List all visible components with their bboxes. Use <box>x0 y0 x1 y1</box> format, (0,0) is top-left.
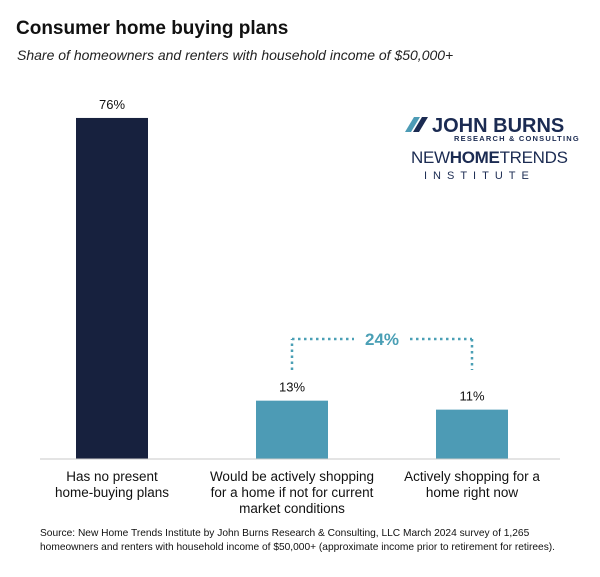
bar-value-label-1: 76% <box>99 97 125 112</box>
john-burns-logo: JOHN BURNS RESEARCH & CONSULTING NEWHOME… <box>405 115 580 182</box>
bracket-annotation: 24% <box>290 330 474 370</box>
category-label-2: Would be actively shopping for a home if … <box>210 469 374 516</box>
logo-institute: INSTITUTE <box>424 170 535 182</box>
logo-trends: TRENDS <box>500 148 568 167</box>
john-burns-mark-icon <box>405 117 428 132</box>
bar-value-label-2: 13% <box>279 380 305 395</box>
bracket-total-label: 24% <box>365 330 399 349</box>
chart-title: Consumer home buying plans <box>16 18 289 39</box>
logo-john-burns-text: JOHN BURNS <box>432 115 564 137</box>
bar-3 <box>436 409 508 459</box>
category-label-3: Actively shopping for a home right now <box>404 469 540 500</box>
logo-new: NEW <box>411 148 450 167</box>
category-label-1: Has no present home-buying plans <box>55 469 169 500</box>
category-labels: Has no present home-buying plans Would be … <box>55 469 540 516</box>
bar-1 <box>76 117 148 459</box>
bars-group: 76% 13% 11% <box>76 97 508 459</box>
chart-canvas: 76% 13% 11% 24% Has no present home-buying … <box>40 97 580 516</box>
source-note: Source: New Home Trends Institute by Joh… <box>40 528 556 553</box>
logo-new-home-trends: NEWHOMETRENDS <box>411 148 568 167</box>
logo-home: HOME <box>450 148 500 167</box>
bar-value-label-3: 11% <box>459 389 484 404</box>
logo-research-consulting-text: RESEARCH & CONSULTING <box>454 134 580 143</box>
chart-subtitle: Share of homeowners and renters with hou… <box>17 47 454 63</box>
bar-2 <box>256 400 328 459</box>
